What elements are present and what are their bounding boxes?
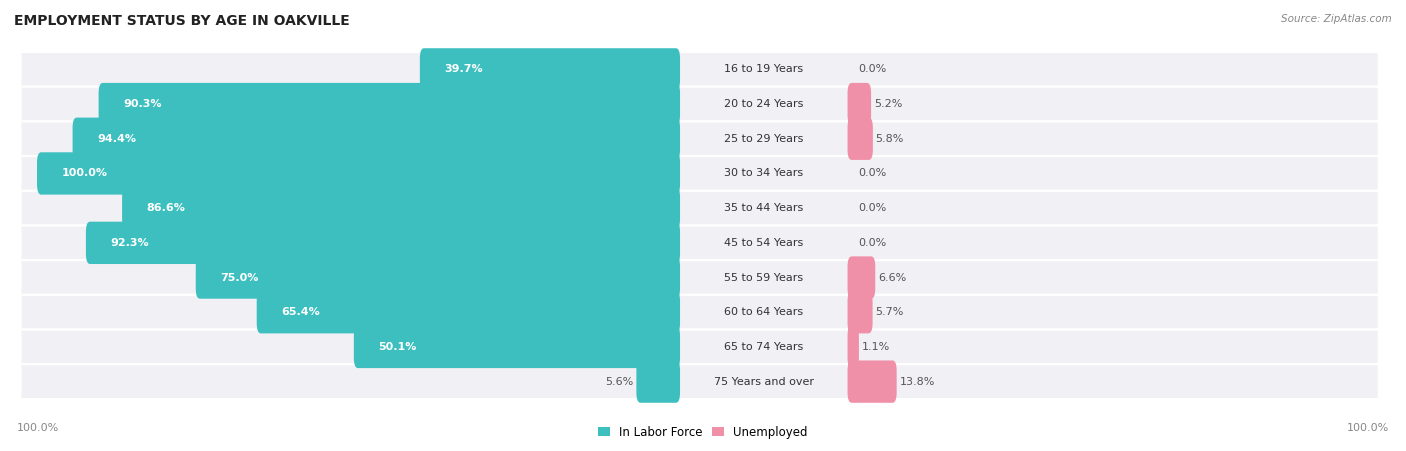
FancyBboxPatch shape xyxy=(848,326,859,368)
FancyBboxPatch shape xyxy=(21,330,1379,364)
FancyBboxPatch shape xyxy=(420,48,681,91)
Text: Source: ZipAtlas.com: Source: ZipAtlas.com xyxy=(1281,14,1392,23)
FancyBboxPatch shape xyxy=(195,256,681,299)
Text: 75 Years and over: 75 Years and over xyxy=(714,377,814,387)
Text: 5.2%: 5.2% xyxy=(873,99,903,109)
Text: 5.7%: 5.7% xyxy=(876,307,904,317)
Text: 75.0%: 75.0% xyxy=(221,272,259,282)
Text: 0.0%: 0.0% xyxy=(858,203,887,213)
Text: 100.0%: 100.0% xyxy=(62,169,107,179)
FancyBboxPatch shape xyxy=(21,156,1379,191)
FancyBboxPatch shape xyxy=(21,260,1379,295)
FancyBboxPatch shape xyxy=(21,191,1379,226)
Text: 0.0%: 0.0% xyxy=(858,64,887,74)
Text: 25 to 29 Years: 25 to 29 Years xyxy=(724,134,803,144)
Text: 35 to 44 Years: 35 to 44 Years xyxy=(724,203,803,213)
Legend: In Labor Force, Unemployed: In Labor Force, Unemployed xyxy=(593,421,813,443)
Text: 100.0%: 100.0% xyxy=(17,423,59,433)
FancyBboxPatch shape xyxy=(98,83,681,125)
Text: 20 to 24 Years: 20 to 24 Years xyxy=(724,99,803,109)
FancyBboxPatch shape xyxy=(21,121,1379,156)
Text: 6.6%: 6.6% xyxy=(877,272,907,282)
Text: 5.8%: 5.8% xyxy=(876,134,904,144)
Text: 65 to 74 Years: 65 to 74 Years xyxy=(724,342,803,352)
Text: 13.8%: 13.8% xyxy=(900,377,935,387)
FancyBboxPatch shape xyxy=(21,295,1379,330)
Text: 39.7%: 39.7% xyxy=(444,64,482,74)
FancyBboxPatch shape xyxy=(848,360,897,403)
Text: 45 to 54 Years: 45 to 54 Years xyxy=(724,238,803,248)
FancyBboxPatch shape xyxy=(354,326,681,368)
Text: 0.0%: 0.0% xyxy=(858,238,887,248)
FancyBboxPatch shape xyxy=(122,187,681,229)
Text: 60 to 64 Years: 60 to 64 Years xyxy=(724,307,803,317)
Text: 94.4%: 94.4% xyxy=(97,134,136,144)
Text: 1.1%: 1.1% xyxy=(862,342,890,352)
FancyBboxPatch shape xyxy=(21,364,1379,399)
Text: 16 to 19 Years: 16 to 19 Years xyxy=(724,64,803,74)
Text: 30 to 34 Years: 30 to 34 Years xyxy=(724,169,803,179)
Text: 90.3%: 90.3% xyxy=(122,99,162,109)
FancyBboxPatch shape xyxy=(21,226,1379,260)
Text: 50.1%: 50.1% xyxy=(378,342,416,352)
FancyBboxPatch shape xyxy=(21,87,1379,121)
FancyBboxPatch shape xyxy=(848,256,876,299)
Text: 100.0%: 100.0% xyxy=(1347,423,1389,433)
Text: 55 to 59 Years: 55 to 59 Years xyxy=(724,272,803,282)
Text: 65.4%: 65.4% xyxy=(281,307,319,317)
Text: 86.6%: 86.6% xyxy=(146,203,186,213)
FancyBboxPatch shape xyxy=(86,222,681,264)
FancyBboxPatch shape xyxy=(848,291,873,333)
Text: EMPLOYMENT STATUS BY AGE IN OAKVILLE: EMPLOYMENT STATUS BY AGE IN OAKVILLE xyxy=(14,14,350,28)
FancyBboxPatch shape xyxy=(257,291,681,333)
FancyBboxPatch shape xyxy=(73,118,681,160)
Text: 5.6%: 5.6% xyxy=(606,377,634,387)
FancyBboxPatch shape xyxy=(848,118,873,160)
FancyBboxPatch shape xyxy=(21,52,1379,87)
FancyBboxPatch shape xyxy=(37,152,681,195)
Text: 92.3%: 92.3% xyxy=(110,238,149,248)
Text: 0.0%: 0.0% xyxy=(858,169,887,179)
FancyBboxPatch shape xyxy=(848,83,872,125)
FancyBboxPatch shape xyxy=(637,360,681,403)
